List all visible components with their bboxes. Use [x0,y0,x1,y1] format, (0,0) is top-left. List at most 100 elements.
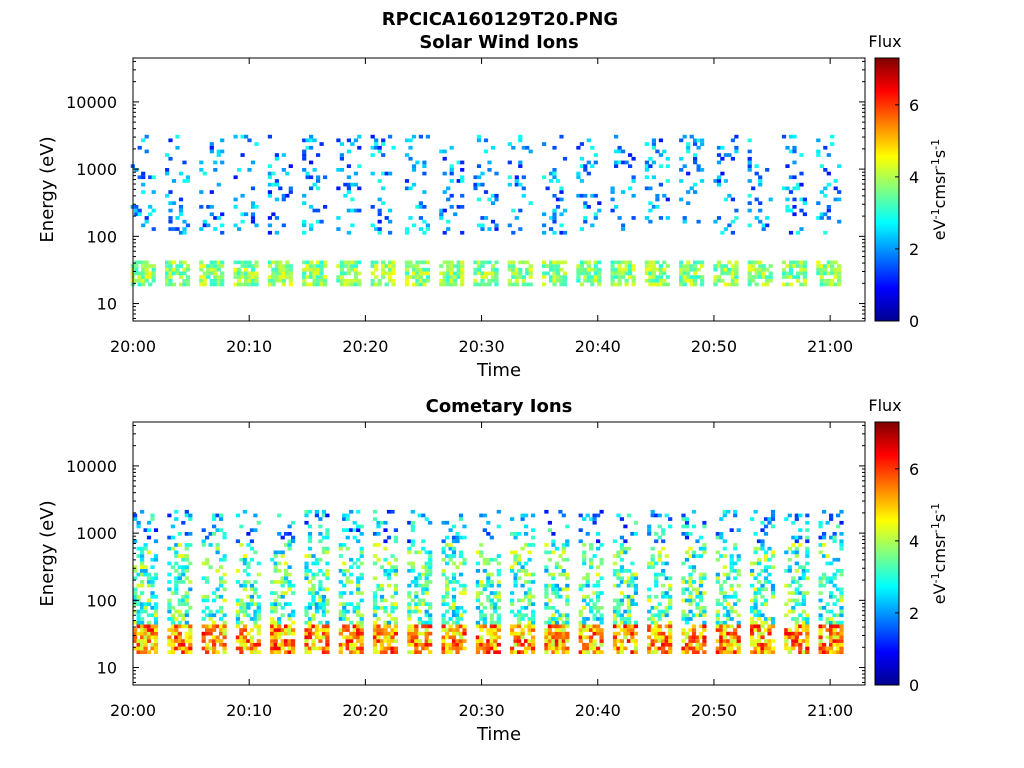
heatmap-cell [285,264,290,268]
heatmap-cell [623,594,628,599]
heatmap-cell [836,631,841,636]
heatmap-cell [285,275,290,279]
heatmap-cell [448,528,453,532]
heatmap-cell [287,639,292,643]
heatmap-cell [688,609,693,614]
heatmap-cell [754,164,759,168]
heatmap-cell [168,278,173,283]
heatmap-cell [801,576,806,581]
heatmap-cell [343,278,348,283]
heatmap-cell [754,197,759,202]
heatmap-cell [801,594,806,599]
heatmap-cell [747,149,752,154]
heatmap-cell [756,572,762,577]
heatmap-cell [441,594,446,599]
heatmap-cell [733,594,738,599]
heatmap-cell [729,583,734,588]
heatmap-cell [222,646,227,651]
heatmap-cell [802,212,807,217]
heatmap-cell [723,271,728,276]
heatmap-cell [480,264,485,268]
heatmap-cell [531,635,536,640]
heatmap-cell [422,205,427,209]
heatmap-cell [750,598,755,603]
heatmap-cell [240,212,245,217]
heatmap-cell [819,271,824,276]
heatmap-cell [244,275,249,279]
heatmap-cell [589,598,594,603]
heatmap-cell [280,580,285,584]
heatmap-cell [393,624,398,629]
heatmap-cell [318,594,323,599]
heatmap-cell [253,550,258,555]
heatmap-cell [578,609,583,614]
heatmap-cell [441,602,446,606]
heatmap-cell [153,539,159,544]
heatmap-cell [626,569,631,573]
heatmap-cell [702,546,707,551]
heatmap-cell [379,520,385,525]
heatmap-cell [171,282,177,287]
heatmap-cell [513,554,518,558]
heatmap-cell [829,620,834,625]
heatmap-cell [696,267,701,272]
heatmap-cell [816,138,821,143]
heatmap-cell [747,271,752,276]
heatmap-cell [185,267,191,272]
heatmap-cell [311,631,316,636]
heatmap-cell [592,517,597,521]
heatmap-cell [542,142,547,146]
heatmap-cell [593,212,598,217]
heatmap-cell [314,513,319,518]
heatmap-cell [555,267,561,272]
heatmap-cell [514,179,519,183]
heatmap-cell [216,260,221,265]
heatmap-cell [489,583,494,588]
heatmap-cell [610,267,615,272]
heatmap-cell [374,138,379,143]
heatmap-cell [359,631,364,636]
heatmap-cell [451,546,457,551]
heatmap-cell [350,208,355,213]
x-tick-label: 20:50 [691,337,737,356]
heatmap-cell [554,639,559,643]
heatmap-cell [181,598,186,603]
heatmap-cell [552,275,557,279]
heatmap-cell [661,613,666,618]
heatmap-cell [383,646,388,651]
heatmap-cell [654,646,659,651]
heatmap-cell [133,587,138,592]
heatmap-cell [146,583,152,588]
heatmap-cell [407,639,412,643]
heatmap-cell [346,138,351,143]
heatmap-cell [791,642,796,647]
heatmap-cell [311,646,316,651]
heatmap-cell [206,275,211,279]
heatmap-cell [684,646,690,651]
heatmap-cell [174,580,179,584]
heatmap-cell [307,620,313,625]
heatmap-cell [165,153,170,157]
heatmap-cell [763,580,769,584]
heatmap-cell [610,278,615,283]
heatmap-cell [726,509,731,514]
heatmap-cell [552,175,557,180]
heatmap-cell [590,193,595,198]
heatmap-cell [787,635,792,640]
heatmap-cell [655,205,660,209]
heatmap-cell [825,650,830,654]
heatmap-cell [141,267,146,272]
heatmap-cell [785,197,790,202]
heatmap-cell [794,517,799,521]
heatmap-cell [702,639,707,643]
heatmap-cell [836,650,841,654]
heatmap-cell [250,271,256,276]
heatmap-cell [285,260,290,265]
heatmap-cell [390,631,395,636]
heatmap-cell [177,576,182,581]
heatmap-cell [219,639,224,643]
heatmap-cell [623,524,628,529]
heatmap-cell [681,628,686,632]
heatmap-cell [175,134,180,139]
heatmap-cell [460,179,465,183]
